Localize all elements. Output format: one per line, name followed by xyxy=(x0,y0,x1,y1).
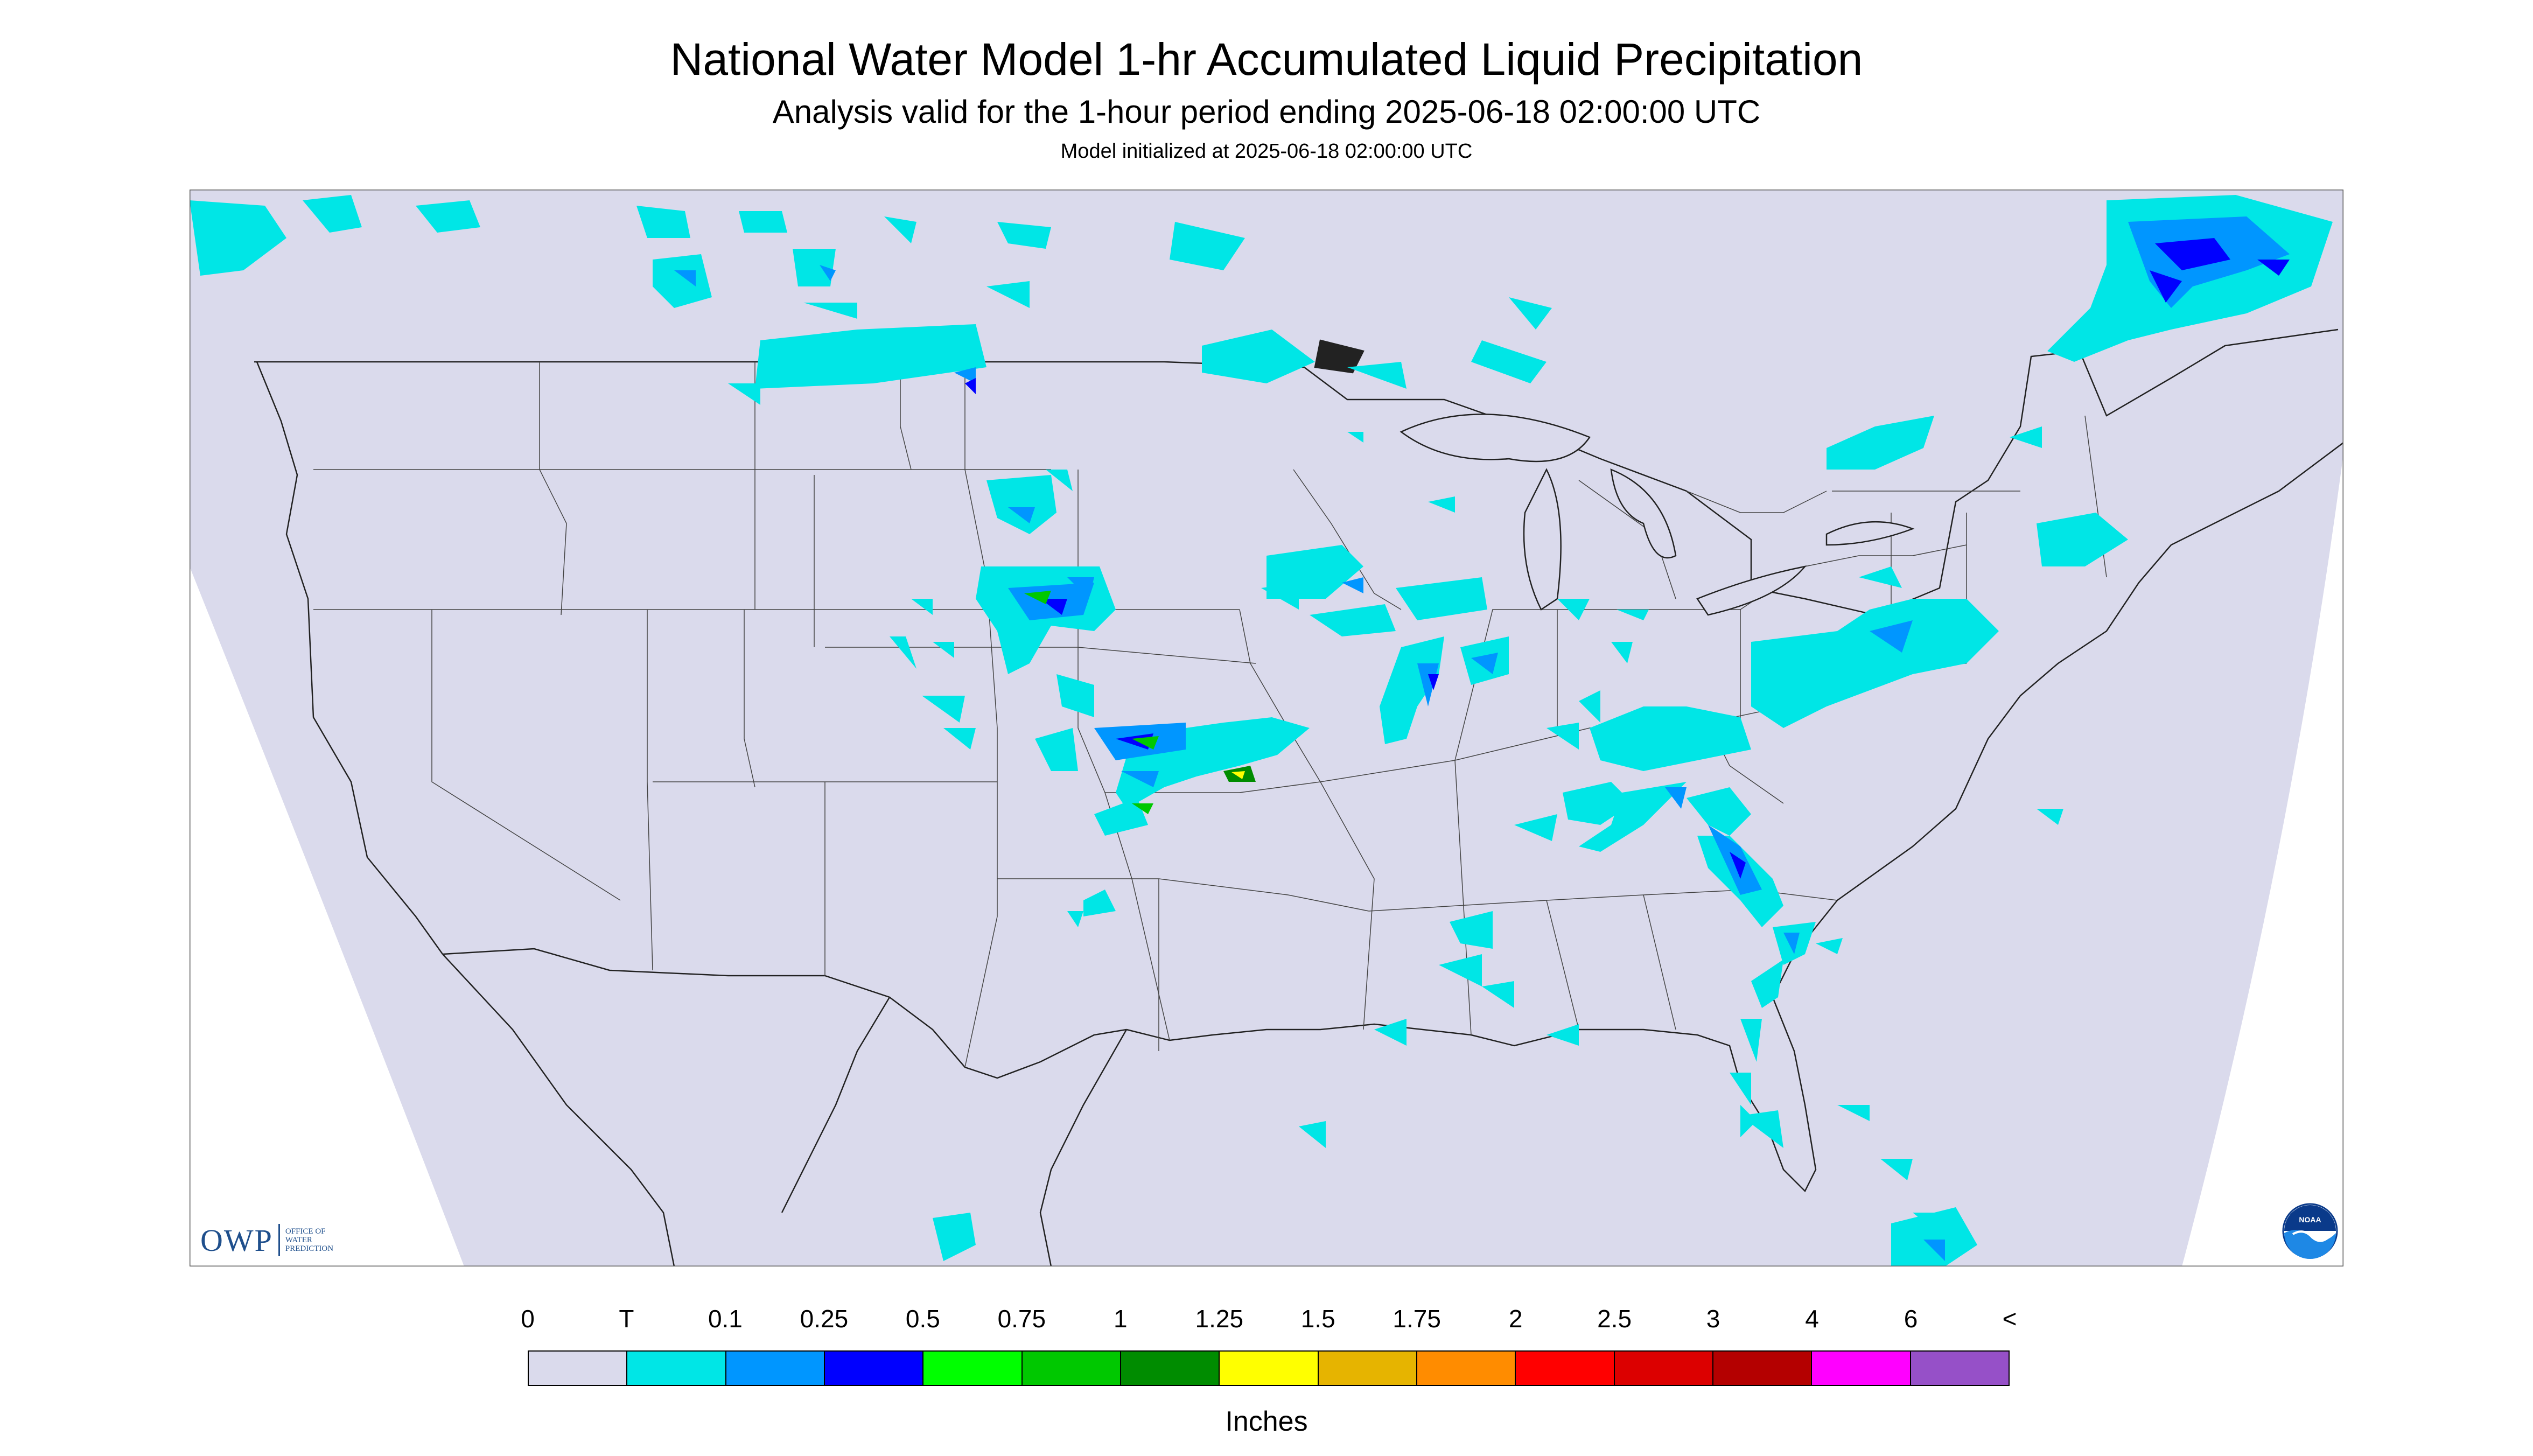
noaa-logo: NOAA xyxy=(2282,1203,2338,1259)
legend-tick-label: 0 xyxy=(521,1305,535,1333)
legend-swatch xyxy=(726,1352,825,1385)
model-init-time: Model initialized at 2025-06-18 02:00:00… xyxy=(1060,140,1473,163)
legend-swatch xyxy=(1121,1352,1220,1385)
legend-swatch xyxy=(1022,1352,1121,1385)
legend-tick-label: 0.5 xyxy=(905,1305,940,1333)
legend-tick-label: 1.5 xyxy=(1300,1305,1335,1333)
legend-swatch xyxy=(529,1352,628,1385)
legend-tick-label: 6 xyxy=(1904,1305,1918,1333)
legend-tick-label: 0.75 xyxy=(997,1305,1046,1333)
noaa-logo-text: NOAA xyxy=(2299,1215,2321,1224)
legend-swatch xyxy=(1516,1352,1615,1385)
legend-tick-label: 2 xyxy=(1508,1305,1523,1333)
legend-tick-label: T xyxy=(619,1305,634,1333)
owp-logo-abbr: OWP xyxy=(200,1222,273,1258)
legend-swatch xyxy=(1911,1352,2009,1385)
map-canvas xyxy=(190,190,2343,1266)
legend-tick-label: 3 xyxy=(1706,1305,1720,1333)
legend-swatch xyxy=(1318,1352,1417,1385)
legend-swatch xyxy=(1614,1352,1713,1385)
legend-swatch xyxy=(1713,1352,1813,1385)
legend-tick-label: 1 xyxy=(1114,1305,1128,1333)
legend-tick-label: 1.75 xyxy=(1393,1305,1441,1333)
legend-tick-label: 0.1 xyxy=(708,1305,743,1333)
legend-units: Inches xyxy=(1225,1406,1308,1437)
precip-heavy-cores xyxy=(1024,591,1256,814)
legend-tick-labels: 0 T 0.1 0.25 0.5 0.75 1 1.25 1.5 1.75 2 2.5 3 4 6 < xyxy=(521,1304,2017,1336)
owp-logo: OWP Office of Water Prediction xyxy=(200,1221,333,1259)
legend-swatch xyxy=(1417,1352,1516,1385)
owp-logo-divider xyxy=(278,1224,280,1256)
legend-tick-label: 1.25 xyxy=(1195,1305,1244,1333)
owp-logo-line-2: Water xyxy=(285,1236,312,1244)
owp-logo-line-1: Office of xyxy=(285,1227,326,1236)
precipitation-map xyxy=(190,190,2343,1266)
legend-swatch xyxy=(824,1352,924,1385)
map-subtitle: Analysis valid for the 1-hour period end… xyxy=(772,94,1761,130)
legend-tick-label: < xyxy=(2002,1305,2017,1333)
legend-colorbar xyxy=(528,1350,2010,1386)
legend-swatch xyxy=(1812,1352,1911,1385)
legend-swatch xyxy=(1220,1352,1319,1385)
legend-tick-label: 4 xyxy=(1805,1305,1819,1333)
legend-swatch xyxy=(923,1352,1023,1385)
legend-swatch xyxy=(627,1352,726,1385)
great-lakes xyxy=(1314,339,1915,616)
precip-blue-areas xyxy=(965,238,2290,879)
legend-tick-label: 0.25 xyxy=(800,1305,849,1333)
legend-tick-label: 2.5 xyxy=(1597,1305,1632,1333)
owp-logo-name: Office of Water Prediction xyxy=(285,1227,333,1253)
owp-logo-line-3: Prediction xyxy=(285,1244,334,1253)
map-title: National Water Model 1-hr Accumulated Li… xyxy=(670,34,1863,85)
